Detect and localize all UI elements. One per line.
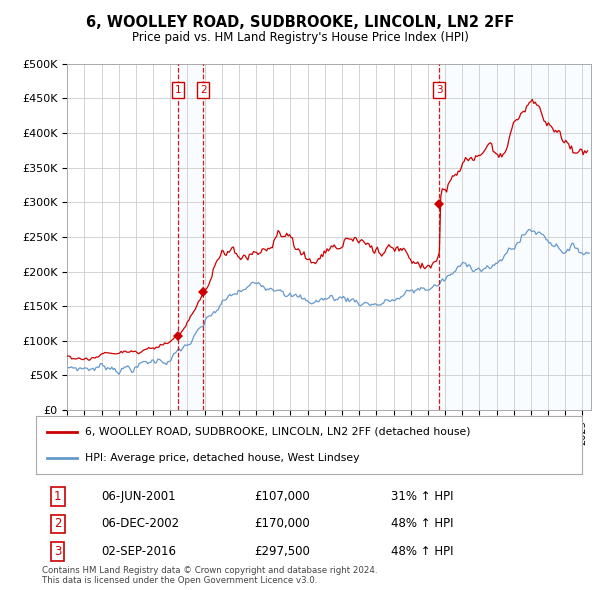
Text: 02-SEP-2016: 02-SEP-2016 (101, 545, 176, 558)
Text: HPI: Average price, detached house, West Lindsey: HPI: Average price, detached house, West… (85, 453, 359, 463)
Text: Price paid vs. HM Land Registry's House Price Index (HPI): Price paid vs. HM Land Registry's House … (131, 31, 469, 44)
Text: 06-JUN-2001: 06-JUN-2001 (101, 490, 176, 503)
Text: 6, WOOLLEY ROAD, SUDBROOKE, LINCOLN, LN2 2FF (detached house): 6, WOOLLEY ROAD, SUDBROOKE, LINCOLN, LN2… (85, 427, 470, 437)
Text: 3: 3 (54, 545, 62, 558)
Text: £107,000: £107,000 (254, 490, 310, 503)
Text: 31% ↑ HPI: 31% ↑ HPI (391, 490, 454, 503)
Text: 48% ↑ HPI: 48% ↑ HPI (391, 545, 454, 558)
Text: 06-DEC-2002: 06-DEC-2002 (101, 517, 179, 530)
Text: £297,500: £297,500 (254, 545, 310, 558)
Text: Contains HM Land Registry data © Crown copyright and database right 2024.
This d: Contains HM Land Registry data © Crown c… (42, 566, 377, 585)
Text: 2: 2 (54, 517, 62, 530)
Text: 1: 1 (54, 490, 62, 503)
Text: 1: 1 (175, 85, 181, 95)
Bar (439, 64, 591, 410)
Text: 48% ↑ HPI: 48% ↑ HPI (391, 517, 454, 530)
Text: 3: 3 (436, 85, 443, 95)
Text: £170,000: £170,000 (254, 517, 310, 530)
Bar (178, 64, 203, 410)
Text: 2: 2 (200, 85, 206, 95)
Text: 6, WOOLLEY ROAD, SUDBROOKE, LINCOLN, LN2 2FF: 6, WOOLLEY ROAD, SUDBROOKE, LINCOLN, LN2… (86, 15, 514, 30)
